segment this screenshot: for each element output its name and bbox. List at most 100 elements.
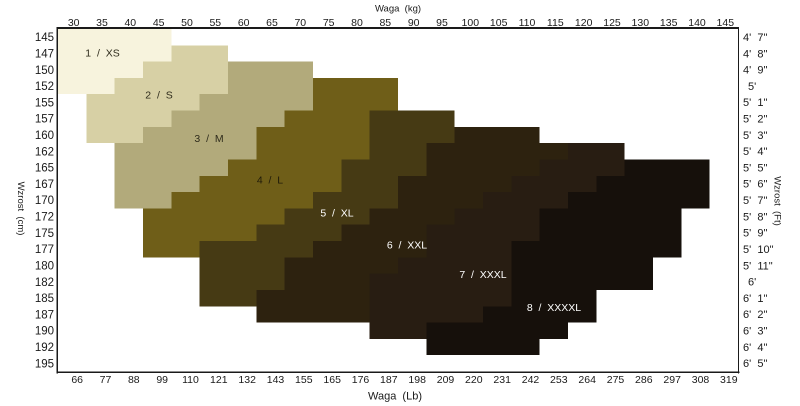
svg-text:264: 264	[578, 374, 596, 386]
svg-text:2 / S: 2 / S	[145, 90, 172, 102]
svg-text:66: 66	[71, 374, 83, 386]
svg-text:145: 145	[35, 32, 54, 44]
svg-text:5 / XL: 5 / XL	[320, 208, 353, 220]
svg-text:275: 275	[607, 374, 625, 386]
svg-text:187: 187	[35, 309, 54, 321]
svg-text:6' 2": 6' 2"	[743, 309, 767, 321]
svg-text:5' 6": 5' 6"	[743, 179, 767, 191]
svg-text:100: 100	[462, 17, 480, 29]
svg-text:5': 5'	[748, 81, 756, 93]
svg-text:5' 1": 5' 1"	[743, 97, 767, 109]
svg-text:162: 162	[35, 146, 54, 158]
svg-text:182: 182	[35, 277, 54, 289]
svg-text:4' 7": 4' 7"	[743, 32, 767, 44]
svg-text:30: 30	[68, 17, 80, 29]
svg-text:1 / XS: 1 / XS	[85, 48, 119, 60]
svg-text:172: 172	[35, 212, 54, 224]
svg-text:85: 85	[379, 17, 391, 29]
svg-text:190: 190	[35, 326, 54, 338]
svg-text:160: 160	[35, 130, 54, 142]
svg-text:187: 187	[380, 374, 398, 386]
svg-text:192: 192	[35, 342, 54, 354]
svg-text:132: 132	[238, 374, 256, 386]
svg-text:231: 231	[493, 374, 511, 386]
svg-text:4 / L: 4 / L	[257, 175, 283, 187]
svg-text:35: 35	[96, 17, 108, 29]
svg-text:Wzrost (cm): Wzrost (cm)	[15, 182, 26, 236]
svg-text:110: 110	[519, 17, 536, 29]
svg-text:105: 105	[490, 17, 508, 29]
svg-text:60: 60	[238, 17, 250, 29]
svg-text:147: 147	[35, 49, 54, 61]
svg-text:70: 70	[294, 17, 306, 29]
svg-text:6' 1": 6' 1"	[743, 293, 767, 305]
svg-text:170: 170	[35, 195, 54, 207]
svg-text:5' 5": 5' 5"	[743, 162, 767, 174]
svg-text:5' 4": 5' 4"	[743, 146, 767, 158]
svg-text:220: 220	[465, 374, 483, 386]
svg-text:50: 50	[181, 17, 193, 29]
svg-text:Waga (kg): Waga (kg)	[375, 4, 421, 15]
svg-text:110: 110	[182, 374, 199, 386]
svg-text:8 / XXXXL: 8 / XXXXL	[527, 302, 581, 314]
svg-text:121: 121	[210, 374, 228, 386]
svg-text:130: 130	[632, 17, 650, 29]
svg-text:165: 165	[35, 163, 54, 175]
svg-text:209: 209	[437, 374, 455, 386]
svg-text:185: 185	[35, 293, 54, 305]
svg-text:6 / XXL: 6 / XXL	[387, 240, 427, 252]
svg-text:125: 125	[603, 17, 621, 29]
svg-text:6' 3": 6' 3"	[743, 326, 767, 338]
svg-text:90: 90	[408, 17, 420, 29]
svg-text:143: 143	[267, 374, 285, 386]
svg-text:297: 297	[663, 374, 681, 386]
svg-text:150: 150	[35, 65, 54, 77]
svg-text:80: 80	[351, 17, 363, 29]
svg-text:135: 135	[660, 17, 678, 29]
svg-text:152: 152	[35, 81, 54, 93]
svg-text:6': 6'	[748, 277, 756, 289]
svg-text:45: 45	[153, 17, 165, 29]
svg-text:5' 11": 5' 11"	[743, 260, 773, 272]
svg-text:95: 95	[436, 17, 448, 29]
svg-text:99: 99	[156, 374, 168, 386]
svg-text:177: 177	[35, 244, 54, 256]
svg-text:198: 198	[408, 374, 426, 386]
svg-text:5' 7": 5' 7"	[743, 195, 767, 207]
svg-text:157: 157	[35, 114, 54, 126]
svg-text:175: 175	[35, 228, 54, 240]
svg-text:180: 180	[35, 261, 54, 273]
svg-text:40: 40	[124, 17, 136, 29]
svg-text:77: 77	[100, 374, 112, 386]
svg-text:120: 120	[575, 17, 593, 29]
svg-text:4' 9": 4' 9"	[743, 65, 767, 77]
svg-text:140: 140	[688, 17, 706, 29]
svg-text:88: 88	[128, 374, 140, 386]
svg-text:5' 8": 5' 8"	[743, 211, 767, 223]
svg-text:5' 10": 5' 10"	[743, 244, 774, 256]
svg-text:5' 3": 5' 3"	[743, 130, 767, 142]
svg-text:5' 2": 5' 2"	[743, 114, 767, 126]
svg-text:165: 165	[323, 374, 341, 386]
svg-text:286: 286	[635, 374, 653, 386]
svg-text:3 / M: 3 / M	[194, 133, 223, 145]
svg-text:4' 8": 4' 8"	[743, 48, 767, 60]
svg-text:242: 242	[522, 374, 540, 386]
svg-text:167: 167	[35, 179, 54, 191]
svg-text:253: 253	[550, 374, 568, 386]
svg-text:6' 4": 6' 4"	[743, 342, 767, 354]
svg-text:Waga (Lb): Waga (Lb)	[368, 391, 422, 403]
svg-text:145: 145	[717, 17, 735, 29]
svg-text:319: 319	[720, 374, 738, 386]
svg-text:Wzrost (Ft): Wzrost (Ft)	[772, 176, 783, 226]
svg-text:7 / XXXL: 7 / XXXL	[459, 269, 506, 281]
svg-text:176: 176	[352, 374, 370, 386]
svg-text:115: 115	[547, 17, 564, 29]
svg-text:65: 65	[266, 17, 278, 29]
svg-text:6' 5": 6' 5"	[743, 358, 767, 370]
svg-text:75: 75	[323, 17, 335, 29]
svg-text:55: 55	[209, 17, 221, 29]
svg-text:308: 308	[692, 374, 710, 386]
svg-text:155: 155	[35, 97, 54, 109]
svg-text:5' 9": 5' 9"	[743, 228, 767, 240]
